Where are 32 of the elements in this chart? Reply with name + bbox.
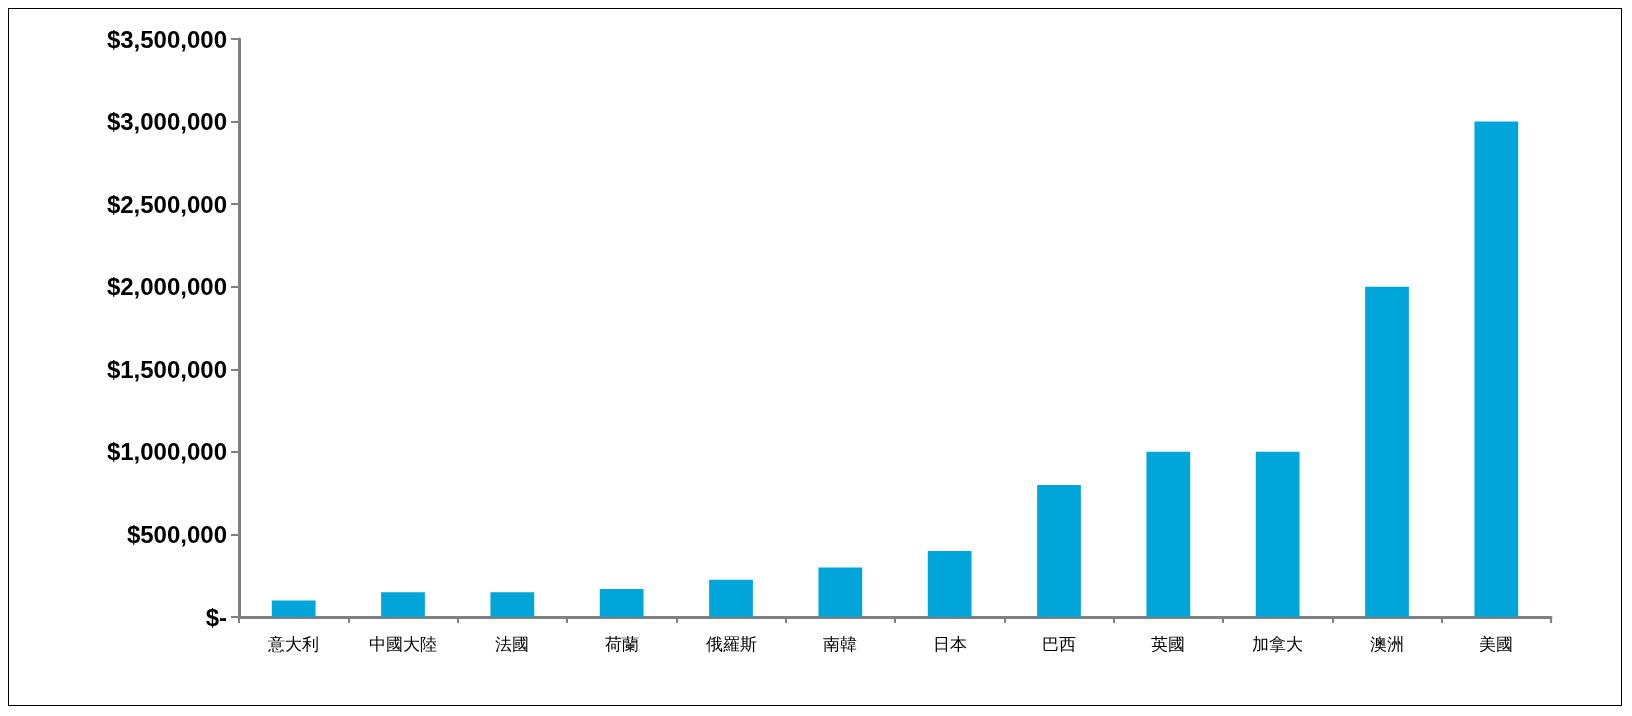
x-tick-label: 意大利 [267, 633, 320, 654]
y-tick-label: $500,000 [126, 520, 227, 548]
bar [490, 592, 535, 617]
x-tick-label: 俄羅斯 [705, 633, 757, 654]
y-tick-label: $3,000,000 [106, 108, 227, 136]
bar [818, 567, 863, 617]
y-tick-label: $- [205, 603, 227, 631]
bar [1474, 121, 1519, 617]
x-tick-label: 加拿大 [1252, 633, 1304, 654]
x-tick-label: 南韓 [823, 633, 858, 654]
y-tick-label: $1,500,000 [106, 355, 227, 383]
y-tick-label: $2,000,000 [106, 273, 227, 301]
bar [599, 588, 644, 617]
y-tick-label: $2,500,000 [106, 190, 227, 218]
x-tick-label: 法國 [495, 633, 530, 654]
x-tick-label: 中國大陸 [369, 633, 437, 654]
y-tick-label: $3,500,000 [106, 25, 227, 53]
x-tick-label: 日本 [932, 633, 967, 654]
x-tick-label: 美國 [1479, 633, 1514, 654]
bar [1037, 484, 1081, 617]
bar [271, 600, 316, 617]
bar [381, 592, 425, 617]
y-tick-label: $1,000,000 [106, 438, 227, 466]
bar [1365, 286, 1409, 617]
bar [1146, 451, 1191, 617]
x-tick-label: 巴西 [1042, 633, 1076, 654]
bar [927, 550, 972, 617]
bar [709, 579, 753, 617]
x-tick-label: 澳洲 [1370, 633, 1404, 654]
bar [1255, 451, 1300, 617]
x-tick-label: 荷蘭 [604, 633, 639, 654]
x-tick-label: 英國 [1151, 633, 1186, 654]
